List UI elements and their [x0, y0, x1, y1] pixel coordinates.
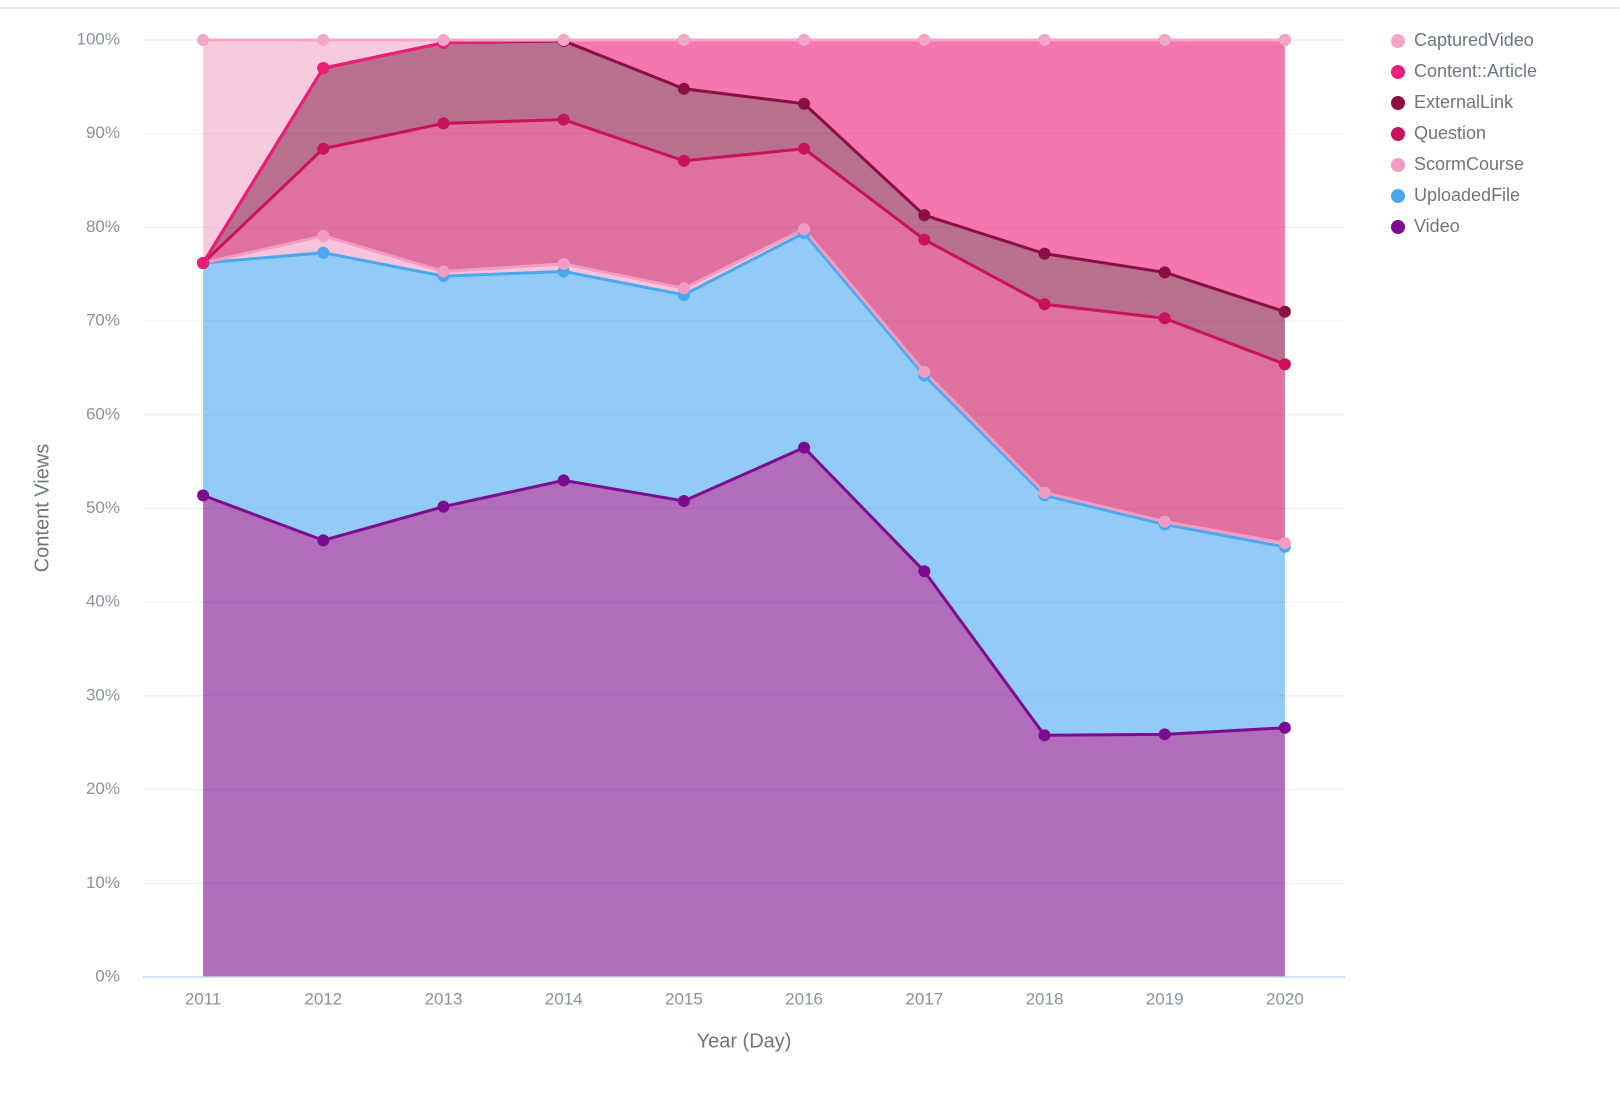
- data-point: [317, 62, 330, 75]
- data-point: [197, 257, 210, 270]
- data-point: [437, 34, 450, 46]
- legend-label: UploadedFile: [1414, 185, 1520, 205]
- data-point: [1038, 729, 1051, 742]
- data-point: [1158, 515, 1171, 528]
- y-axis-title: Content Views: [31, 444, 53, 573]
- legend-label: Content::Article: [1414, 61, 1537, 81]
- data-point: [1278, 358, 1291, 371]
- data-point: [918, 34, 931, 46]
- legend-label: Question: [1414, 123, 1486, 143]
- legend-swatch: [1391, 158, 1405, 172]
- data-point: [557, 257, 570, 270]
- data-point: [677, 34, 690, 46]
- y-tick-label: 50%: [86, 498, 120, 517]
- y-tick-label: 80%: [86, 217, 120, 236]
- x-tick-label: 2019: [1146, 989, 1184, 1008]
- legend-swatch: [1391, 65, 1405, 79]
- y-tick-label: 40%: [86, 592, 120, 611]
- legend-label: ExternalLink: [1414, 92, 1514, 112]
- areas: [203, 40, 1285, 978]
- data-point: [317, 142, 330, 155]
- data-point: [1278, 537, 1291, 550]
- data-point: [437, 500, 450, 513]
- data-point: [1038, 298, 1051, 311]
- y-tick-label: 70%: [86, 311, 120, 330]
- data-point: [557, 474, 570, 487]
- legend: CapturedVideoContent::ArticleExternalLin…: [1391, 30, 1537, 236]
- area: [203, 447, 1285, 978]
- data-point: [798, 97, 811, 110]
- data-point: [197, 489, 210, 502]
- data-point: [1038, 486, 1051, 499]
- x-tick-label: 2020: [1266, 989, 1304, 1008]
- data-point: [918, 209, 931, 222]
- series-line: [202, 231, 1286, 549]
- data-point: [1278, 721, 1291, 734]
- data-point: [918, 233, 931, 246]
- data-point: [197, 34, 210, 46]
- data-point: [317, 246, 330, 259]
- y-tick-label: 100%: [77, 29, 120, 48]
- y-tick-label: 10%: [86, 873, 120, 892]
- data-point: [677, 154, 690, 167]
- data-point: [798, 223, 811, 236]
- data-point: [317, 229, 330, 242]
- data-point: [437, 265, 450, 278]
- legend-swatch: [1391, 220, 1405, 234]
- data-point: [918, 365, 931, 378]
- data-point: [317, 34, 330, 46]
- x-tick-label: 2013: [425, 989, 463, 1008]
- data-point: [557, 34, 570, 46]
- data-point: [1158, 312, 1171, 325]
- y-tick-label: 60%: [86, 404, 120, 423]
- markers: [197, 34, 1291, 742]
- data-point: [677, 282, 690, 295]
- data-point: [677, 495, 690, 508]
- data-point: [798, 142, 811, 155]
- data-point: [1278, 34, 1291, 46]
- data-point: [798, 441, 811, 454]
- data-point: [1038, 247, 1051, 260]
- legend-label: ScormCourse: [1414, 154, 1524, 174]
- y-tick-label: 30%: [86, 685, 120, 704]
- data-point: [1158, 266, 1171, 279]
- data-point: [317, 534, 330, 547]
- legend-swatch: [1391, 34, 1405, 48]
- area: [203, 233, 1285, 736]
- y-tick-label: 90%: [86, 123, 120, 142]
- series-line: [202, 227, 1286, 545]
- legend-label: Video: [1414, 216, 1460, 236]
- y-tick-label: 20%: [86, 779, 120, 798]
- data-point: [1158, 34, 1171, 46]
- legend-swatch: [1391, 127, 1405, 141]
- data-point: [1158, 728, 1171, 741]
- x-tick-label: 2018: [1026, 989, 1064, 1008]
- x-tick-label: 2016: [785, 989, 823, 1008]
- data-point: [437, 117, 450, 130]
- data-point: [677, 82, 690, 95]
- data-point: [918, 565, 931, 578]
- series-line: [202, 445, 1285, 737]
- x-tick-label: 2012: [304, 989, 342, 1008]
- x-tick-label: 2011: [185, 989, 222, 1008]
- area: [203, 40, 1285, 264]
- y-tick-label: 0%: [95, 966, 120, 985]
- legend-swatch: [1391, 189, 1405, 203]
- x-axis-title: Year (Day): [697, 1030, 792, 1052]
- x-tick-label: 2015: [665, 989, 703, 1008]
- data-point: [1038, 34, 1051, 46]
- legend-label: CapturedVideo: [1414, 30, 1534, 50]
- legend-swatch: [1391, 96, 1405, 110]
- axes: 0% 10% 20% 30% 40% 50% 60% 70% 80% 90% 100% 2011 201…: [77, 29, 1345, 1008]
- area: [203, 119, 1285, 544]
- x-tick-label: 2017: [905, 989, 943, 1008]
- data-point: [1278, 305, 1291, 318]
- lines: [201, 38, 1286, 737]
- data-point: [798, 34, 811, 46]
- x-tick-label: 2014: [545, 989, 583, 1008]
- series-line: [202, 118, 1286, 366]
- data-point: [557, 113, 570, 126]
